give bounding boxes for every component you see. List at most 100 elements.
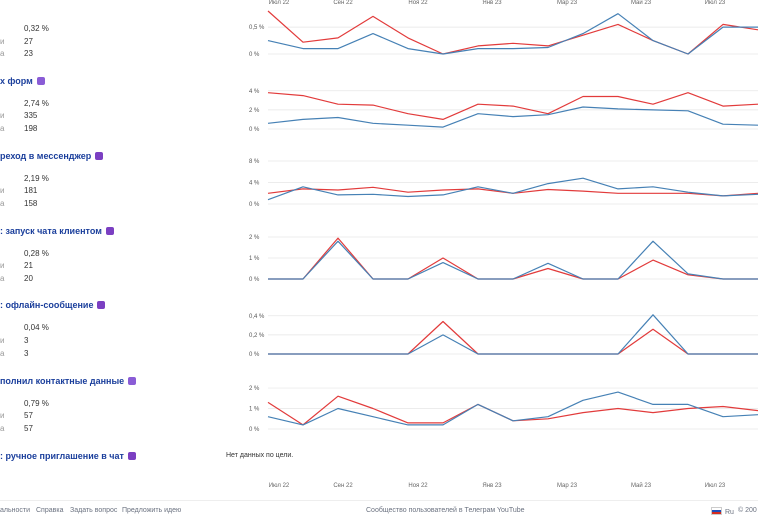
- series-line-blue: [268, 314, 758, 355]
- goal-stat-label: и: [0, 411, 5, 420]
- no-data-text: Нет данных по цели.: [226, 452, 294, 459]
- series-line-blue: [268, 240, 758, 280]
- goal-title[interactable]: реход в мессенджер: [0, 151, 104, 161]
- footer-link-telegram[interactable]: Сообщество пользователей в Телеграм: [366, 507, 496, 514]
- y-tick-label: 0 %: [249, 52, 260, 58]
- alert-icon: [127, 452, 136, 460]
- footer-link-idea[interactable]: Предложить идею: [122, 507, 182, 514]
- goal-stat-label: и: [0, 261, 5, 270]
- goal-stat-value: 2,74 %: [24, 99, 49, 108]
- series-line-blue: [267, 13, 758, 55]
- y-tick-label: 4 %: [249, 89, 260, 95]
- goal-stat-value: 2,19 %: [24, 174, 49, 183]
- y-tick-label: 2 %: [249, 108, 260, 114]
- goal-stat-row: 0,04 %: [0, 323, 60, 335]
- x-tick-label-top: Янв 23: [482, 0, 502, 6]
- x-tick-label-top: Июл 23: [705, 0, 726, 6]
- y-tick-label: 0,5 %: [249, 25, 265, 31]
- goal-stat-row: и 57: [0, 411, 60, 423]
- x-tick-label-top: Май 23: [631, 0, 652, 6]
- goal-stat-row: а 20: [0, 274, 60, 286]
- goal-stat-value: 0,28 %: [24, 249, 49, 258]
- language-label: Ru: [725, 509, 734, 516]
- charts-svg: Июл 22 Сен 22 Ноя 22 Янв 23 Мар 23 Май 23 Июл …: [249, 0, 758, 489]
- alert-icon: [97, 301, 106, 309]
- goal-title-text: : офлайн-сообщение: [0, 300, 94, 310]
- goal-stat-value: 57: [24, 424, 33, 433]
- goal-stat-label: и: [0, 186, 5, 195]
- goal-stat-value: 0,79 %: [24, 399, 49, 408]
- goal-stat-value: 0,32 %: [24, 24, 49, 33]
- x-tick-label-bottom: Июл 23: [705, 483, 726, 489]
- goal-stat-value: 335: [24, 111, 38, 120]
- goal-stat-label: а: [0, 424, 5, 433]
- goal-stat-label: а: [0, 124, 5, 133]
- form-icon: [36, 77, 45, 85]
- x-tick-label-bottom: Май 23: [631, 482, 652, 489]
- goal-stat-row: 2,19 %: [0, 174, 60, 186]
- language-switch[interactable]: Ru: [711, 507, 734, 516]
- y-tick-label: 1 %: [249, 407, 260, 413]
- goal-stat-row: и 27: [0, 37, 60, 49]
- x-tick-label-bottom: Сен 22: [333, 483, 353, 489]
- goal-title[interactable]: : офлайн-сообщение: [0, 300, 106, 310]
- goal-title[interactable]: : запуск чата клиентом: [0, 226, 114, 236]
- goal-title-text: реход в мессенджер: [0, 151, 92, 161]
- goal-title-text: : запуск чата клиентом: [0, 226, 102, 236]
- goal-stat-row: а 23: [0, 49, 60, 61]
- goal-stat-label: а: [0, 49, 5, 58]
- goal-stat-label: а: [0, 199, 5, 208]
- series-line-red: [267, 92, 758, 121]
- y-tick-label: 0 %: [249, 202, 260, 208]
- goal-stat-value: 21: [24, 261, 33, 270]
- y-tick-label: 8 %: [249, 159, 260, 165]
- footer-link-ask[interactable]: Задать вопрос: [70, 507, 118, 514]
- goal-stat-value: 27: [24, 37, 33, 46]
- goal-stat-label: и: [0, 336, 5, 345]
- goal-title[interactable]: : ручное приглашение в чат: [0, 451, 136, 461]
- y-tick-label: 1 %: [249, 256, 260, 262]
- y-tick-label: 0 %: [249, 427, 260, 433]
- goal-stat-value: 198: [24, 124, 38, 133]
- y-tick-label: 0,4 %: [249, 314, 265, 320]
- goal-title-text: х форм: [0, 76, 33, 86]
- goal-stat-value: 0,04 %: [24, 323, 49, 332]
- footer-link-help[interactable]: Справка: [36, 507, 64, 514]
- series-line-red: [268, 320, 758, 355]
- x-tick-label-bottom: Ноя 22: [408, 483, 428, 489]
- goal-stat-row: а 198: [0, 124, 60, 136]
- goal-stat-label: и: [0, 111, 5, 120]
- goal-stat-row: и 335: [0, 111, 60, 123]
- y-tick-label: 2 %: [249, 235, 260, 241]
- goal-stat-value: 158: [24, 199, 38, 208]
- goal-stat-label: а: [0, 349, 5, 358]
- series-line-blue: [267, 177, 758, 201]
- goal-title-text: : ручное приглашение в чат: [0, 451, 124, 461]
- x-tick-label-bottom: Янв 23: [482, 483, 502, 489]
- series-line-blue: [267, 106, 758, 128]
- y-tick-label: 0,2 %: [249, 333, 265, 339]
- copyright: © 200: [738, 507, 757, 514]
- footer: альности Справка Задать вопрос Предложит…: [0, 500, 758, 521]
- goal-title[interactable]: х форм: [0, 76, 45, 86]
- goal-stat-row: и 181: [0, 186, 60, 198]
- y-tick-label: 4 %: [249, 181, 260, 187]
- x-tick-label-top: Июл 22: [269, 0, 290, 6]
- footer-link-youtube[interactable]: YouTube: [497, 507, 525, 514]
- y-tick-label: 0 %: [249, 277, 260, 283]
- y-tick-label: 0 %: [249, 127, 260, 133]
- goal-stat-value: 20: [24, 274, 33, 283]
- goal-stat-row: 2,74 %: [0, 99, 60, 111]
- footer-link-privacy[interactable]: альности: [0, 507, 30, 514]
- x-tick-label-top: Ноя 22: [408, 0, 428, 6]
- alert-icon: [105, 227, 114, 235]
- goal-stat-value: 3: [24, 349, 29, 358]
- goal-stat-value: 3: [24, 336, 29, 345]
- goal-title[interactable]: полнил контактные данные: [0, 376, 137, 386]
- x-tick-label-top: Сен 22: [333, 0, 353, 6]
- goal-stat-row: 0,28 %: [0, 249, 60, 261]
- mail-icon: [128, 377, 137, 385]
- goal-stat-value: 23: [24, 49, 33, 58]
- x-tick-label-bottom: Июл 22: [269, 483, 290, 489]
- goal-stat-row: 0,32 %: [0, 24, 60, 36]
